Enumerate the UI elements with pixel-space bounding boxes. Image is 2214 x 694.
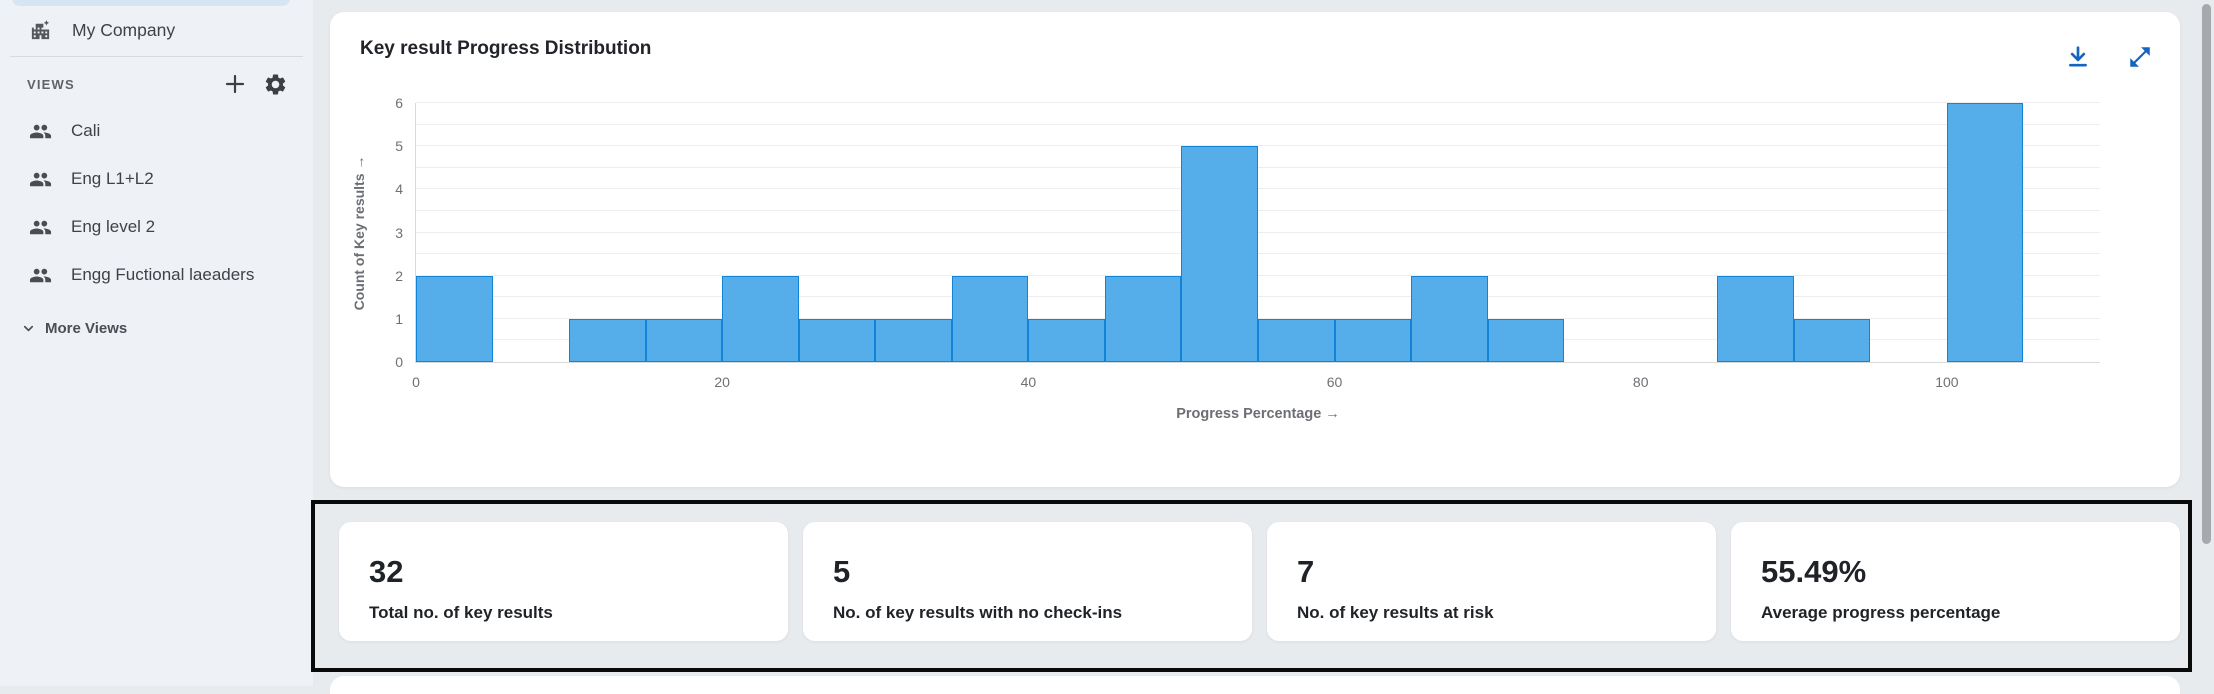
building-icon — [29, 19, 52, 42]
more-views-label: More Views — [45, 319, 128, 337]
histogram-bar — [1946, 103, 2024, 362]
gridline — [416, 253, 2100, 255]
views-list: Cali Eng L1+L2 Eng level 2 Engg Fuctiona… — [0, 107, 313, 299]
x-tick-label: 40 — [1020, 374, 1037, 390]
next-card-partial — [330, 676, 2180, 694]
stat-value: 55.49% — [1761, 554, 1867, 589]
histogram-bar — [645, 318, 723, 362]
sidebar-item-eng-level-2[interactable]: Eng level 2 — [0, 203, 313, 251]
y-tick-label: 2 — [395, 267, 403, 284]
add-view-button[interactable] — [223, 72, 247, 96]
views-header-label: VIEWS — [27, 76, 75, 92]
x-axis-label: Progress Percentage → — [1176, 406, 1340, 422]
stat-label: No. of key results at risk — [1297, 603, 1494, 622]
expand-icon — [2127, 44, 2153, 70]
company-label: My Company — [72, 19, 176, 40]
gridline — [416, 102, 2100, 103]
histogram-bar — [951, 275, 1029, 362]
gridline — [416, 123, 2100, 125]
sidebar-item-cali[interactable]: Cali — [0, 107, 313, 155]
chart-download-button[interactable] — [2064, 43, 2092, 71]
sidebar-selected-indicator — [12, 0, 290, 6]
histogram-bar — [1258, 318, 1335, 362]
gridline — [416, 145, 2100, 147]
stat-value: 5 — [833, 554, 851, 589]
y-tick-label: 3 — [395, 224, 403, 241]
histogram-bar — [1793, 318, 1871, 362]
x-tick-label: 100 — [1935, 374, 1959, 390]
sidebar-item-engg-fuctional-laeaders[interactable]: Engg Fuctional laeaders — [0, 251, 313, 299]
plus-icon — [223, 72, 247, 96]
stats-highlight-box: 32 Total no. of key results 5 No. of key… — [311, 500, 2192, 672]
gridline — [416, 274, 2100, 276]
x-tick-label: 60 — [1326, 374, 1343, 390]
y-tick-label: 0 — [395, 354, 403, 370]
stat-card-no-checkins: 5 No. of key results with no check-ins — [803, 522, 1252, 641]
view-item-label: Eng L1+L2 — [71, 169, 154, 188]
histogram-bar — [1717, 275, 1794, 362]
stat-value: 32 — [369, 554, 404, 589]
histogram-bar — [1028, 318, 1105, 362]
view-settings-button[interactable] — [263, 72, 288, 97]
gridline — [416, 231, 2100, 233]
histogram-bar — [722, 275, 799, 362]
view-item-label: Eng level 2 — [71, 217, 156, 236]
stat-card-total-key-results: 32 Total no. of key results — [339, 522, 788, 641]
histogram-bar — [798, 318, 876, 362]
stat-label: No. of key results with no check-ins — [833, 603, 1123, 622]
gridline — [416, 317, 2100, 319]
group-icon — [29, 120, 52, 143]
y-tick-label: 1 — [395, 310, 403, 327]
sidebar-divider — [10, 56, 303, 57]
plot-area: Count of Key results → Progress Percenta… — [351, 96, 2100, 422]
stat-card-average-progress: 55.49% Average progress percentage — [1731, 522, 2180, 641]
view-item-label: Engg Fuctional laeaders — [71, 265, 255, 284]
x-tick-label: 80 — [1632, 374, 1649, 390]
sidebar-item-eng-l1-l2[interactable]: Eng L1+L2 — [0, 155, 313, 203]
histogram-bar — [1334, 318, 1412, 362]
sidebar: My Company VIEWS Cali Eng — [0, 0, 313, 686]
vertical-scrollbar[interactable] — [2202, 4, 2211, 544]
chart-title: Key result Progress Distribution — [360, 38, 652, 59]
group-icon — [29, 216, 52, 239]
y-tick-label: 4 — [395, 181, 403, 198]
gear-icon — [263, 72, 288, 97]
gridline — [416, 188, 2100, 190]
group-icon — [29, 264, 52, 287]
view-item-label: Cali — [71, 121, 101, 140]
histogram-bar — [1411, 275, 1488, 362]
histogram-bar — [416, 275, 493, 362]
histogram-bar — [875, 318, 952, 362]
stat-card-at-risk: 7 No. of key results at risk — [1267, 522, 1716, 641]
histogram-bar — [1181, 146, 1258, 362]
chart-card: Key result Progress Distribution Count o… — [330, 12, 2180, 487]
y-axis-label: Count of Key results → — [351, 155, 367, 310]
chart-expand-button[interactable] — [2126, 43, 2154, 71]
stat-label: Total no. of key results — [369, 603, 553, 622]
y-tick-label: 5 — [395, 138, 403, 155]
gridline — [416, 209, 2100, 211]
gridline — [416, 166, 2100, 168]
histogram-bar — [1104, 275, 1182, 362]
sidebar-item-my-company[interactable]: My Company — [0, 10, 313, 50]
stat-label: Average progress percentage — [1761, 603, 2001, 622]
x-tick-label: 20 — [714, 374, 730, 390]
x-tick-label: 0 — [412, 374, 420, 390]
views-header: VIEWS — [0, 66, 313, 102]
histogram-bar — [569, 318, 646, 362]
more-views-toggle[interactable]: More Views — [0, 313, 313, 343]
y-tick-label: 6 — [395, 95, 403, 111]
chevron-down-icon — [21, 321, 36, 336]
histogram-bar — [1487, 318, 1565, 362]
group-icon — [29, 168, 52, 191]
download-icon — [2064, 43, 2092, 71]
stat-value: 7 — [1297, 554, 1315, 589]
gridline — [416, 296, 2100, 298]
